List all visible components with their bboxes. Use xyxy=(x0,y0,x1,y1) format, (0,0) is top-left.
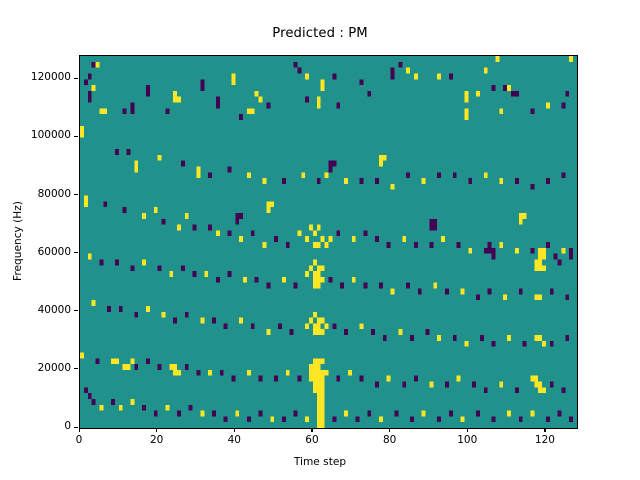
y-axis-tick-label: 0 xyxy=(64,420,71,432)
y-axis-tick xyxy=(74,135,78,137)
x-axis-tick-label: 0 xyxy=(75,434,83,446)
y-axis-tick-label: 100000 xyxy=(30,129,71,142)
y-axis-tick-label: 40000 xyxy=(37,303,71,316)
heatmap-axes xyxy=(79,55,578,429)
x-axis-tick-label: 60 xyxy=(305,434,319,446)
y-axis-tick xyxy=(74,252,78,254)
y-axis-label: Frequency (Hz) xyxy=(12,201,24,281)
y-axis-tick-label: 120000 xyxy=(30,71,71,84)
y-axis-tick xyxy=(74,310,78,312)
y-axis-tick-label: 80000 xyxy=(37,187,71,200)
heatmap-image xyxy=(80,56,577,428)
y-axis-tick xyxy=(74,77,78,79)
x-axis-tick-label: 120 xyxy=(534,434,555,446)
y-axis-tick xyxy=(74,426,78,428)
x-axis-tick-label: 20 xyxy=(149,434,164,446)
x-axis-tick-label: 100 xyxy=(457,434,478,446)
y-axis-tick-label: 60000 xyxy=(37,245,71,258)
y-axis-tick-label: 20000 xyxy=(37,361,71,374)
y-axis-tick xyxy=(74,368,78,370)
y-axis-tick xyxy=(74,194,78,196)
x-axis-tick-label: 80 xyxy=(382,434,397,446)
page-title: Predicted : PM xyxy=(272,26,368,41)
x-axis-tick-label: 40 xyxy=(227,434,241,446)
x-axis-label: Time step xyxy=(293,456,347,468)
